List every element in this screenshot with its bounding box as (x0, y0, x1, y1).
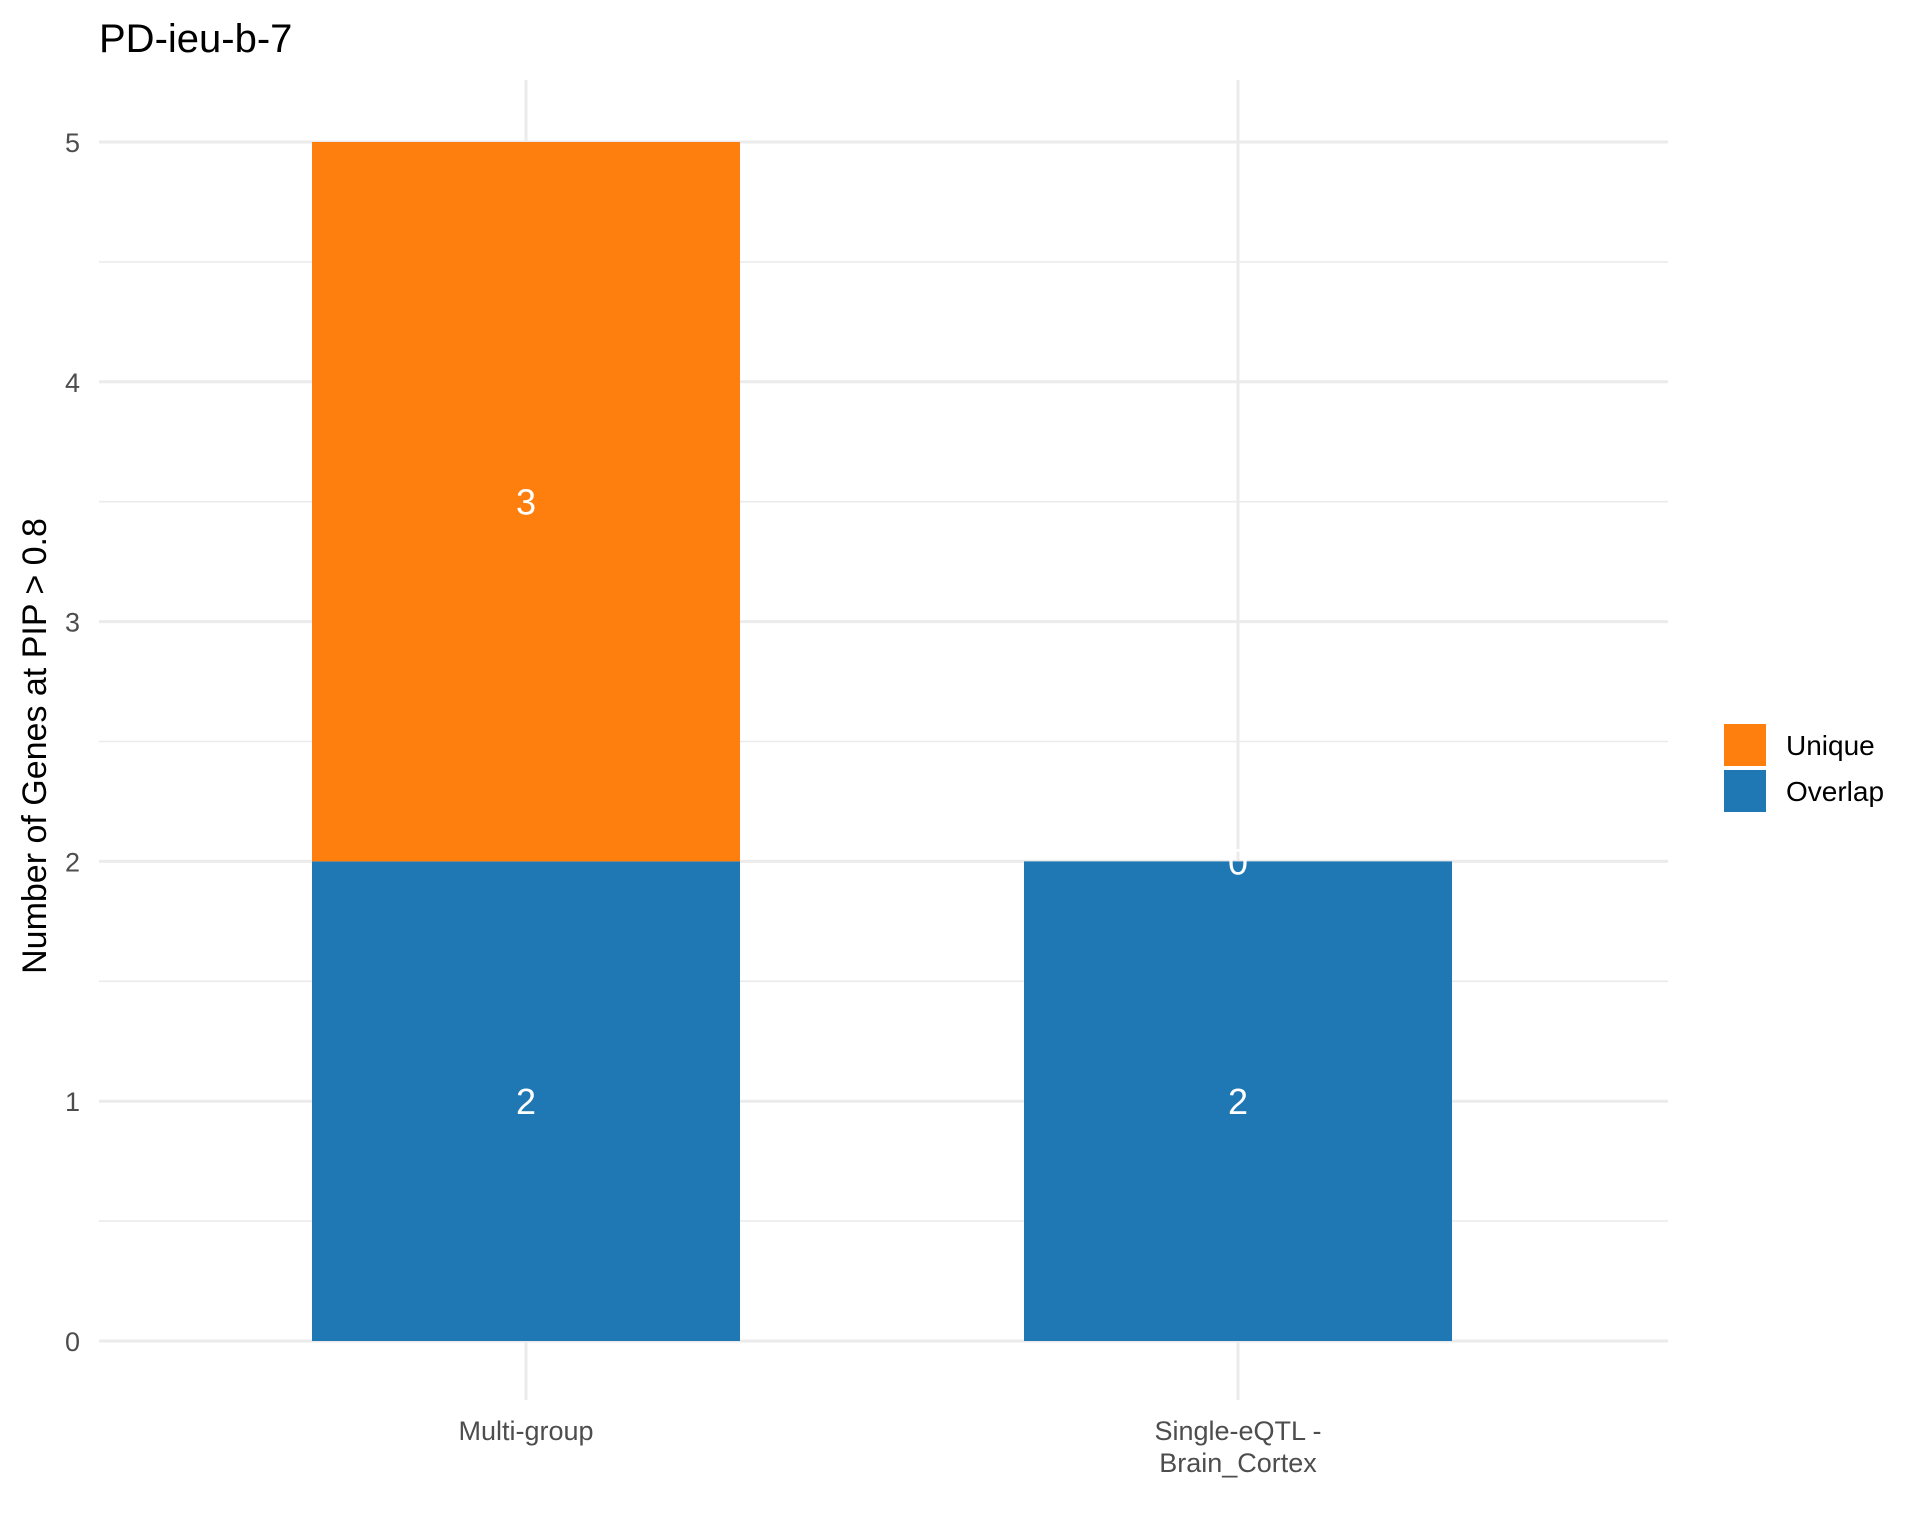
chart-title: PD-ieu-b-7 (99, 17, 292, 61)
bar-value-label: 0 (1228, 841, 1248, 882)
y-tick-label: 2 (65, 847, 80, 877)
y-axis-ticks: 0 1 2 3 4 5 (65, 128, 80, 1357)
x-tick-label: Multi-group (458, 1416, 593, 1446)
legend: Unique Overlap (1724, 724, 1884, 812)
legend-swatch-overlap (1724, 770, 1766, 812)
legend-swatch-unique (1724, 724, 1766, 766)
bar-overlap (312, 861, 740, 1341)
bar-unique (312, 142, 740, 862)
x-axis-ticks: Multi-group Single-eQTL -Brain_Cortex (458, 1416, 1321, 1478)
y-tick-label: 3 (65, 608, 80, 638)
bar-value-label: 2 (516, 1081, 536, 1122)
legend-label-unique: Unique (1786, 730, 1875, 761)
y-axis-title: Number of Genes at PIP > 0.8 (16, 518, 54, 974)
bars (312, 142, 1452, 1341)
bar-overlap (1024, 861, 1452, 1341)
y-tick-label: 5 (65, 128, 80, 158)
bar-value-label: 2 (1228, 1081, 1248, 1122)
bar-labels: 2 3 2 0 (516, 482, 1248, 1122)
legend-label-overlap: Overlap (1786, 776, 1884, 807)
y-tick-label: 1 (65, 1087, 80, 1117)
y-tick-label: 0 (65, 1327, 80, 1357)
y-tick-label: 4 (65, 368, 80, 398)
x-tick-label: Single-eQTL -Brain_Cortex (1154, 1416, 1321, 1478)
bar-value-label: 3 (516, 482, 536, 523)
